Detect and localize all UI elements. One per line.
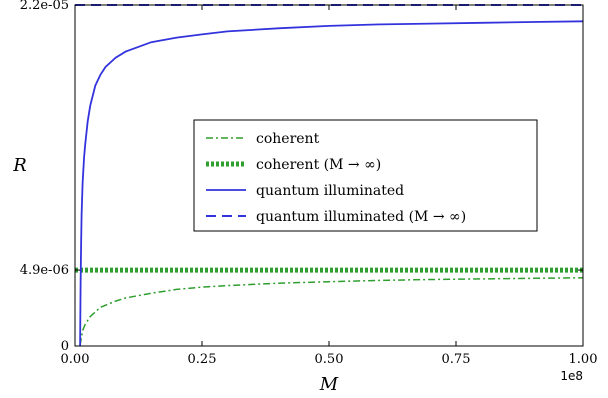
legend-label-1: coherent (M → ∞) <box>256 157 381 173</box>
series-line-0 <box>79 277 584 346</box>
y-tick-label-1: 4.9e-06 <box>20 263 69 278</box>
legend-label-0: coherent <box>256 131 320 147</box>
x-tick-label-0: 0.00 <box>61 352 90 367</box>
x-tick-label-1: 0.25 <box>188 352 217 367</box>
x-tick-label-4: 1.00 <box>569 352 598 367</box>
x-tick-label-3: 0.75 <box>442 352 471 367</box>
legend-label-3: quantum illuminated (M → ∞) <box>256 209 466 225</box>
y-tick-label-0: 0 <box>61 339 69 354</box>
x-offset-label: 1e8 <box>560 369 583 383</box>
x-axis-label: M <box>319 374 339 395</box>
x-tick-label-2: 0.50 <box>315 352 344 367</box>
y-tick-label-2: 2.2e-05 <box>20 0 69 13</box>
series-line-2 <box>79 20 584 347</box>
y-axis-label: R <box>12 155 27 176</box>
ticks-layer: 0.00 0.25 0.50 0.75 1.00 0 4.9e-06 2.2e-05 <box>20 0 598 367</box>
legend-box <box>193 119 538 232</box>
legend-label-2: quantum illuminated <box>256 183 404 199</box>
legend: coherent coherent (M → ∞) quantum illumina… <box>193 119 538 232</box>
